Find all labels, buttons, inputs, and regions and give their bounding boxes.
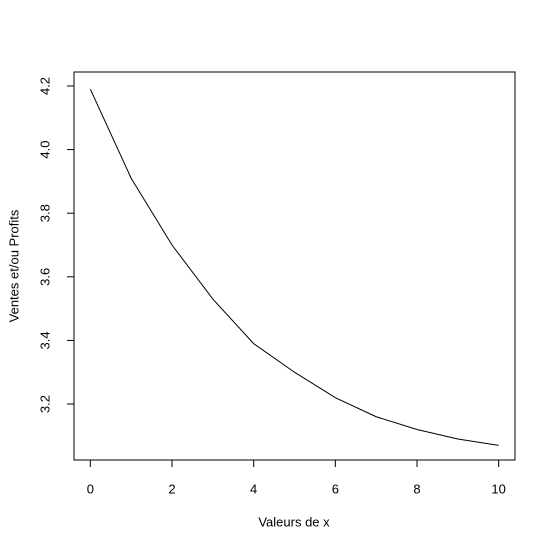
x-tick-label: 10	[491, 481, 505, 496]
x-tick-label: 0	[87, 481, 94, 496]
y-tick-label: 4.0	[37, 141, 52, 159]
x-tick-label: 8	[413, 481, 420, 496]
x-axis-label: Valeurs de x	[258, 514, 330, 529]
y-tick-label: 3.6	[37, 268, 52, 286]
x-tick-label: 6	[332, 481, 339, 496]
y-axis-label: Ventes et/ou Profits	[6, 209, 21, 322]
y-tick-label: 3.4	[37, 331, 52, 349]
y-tick-label: 4.2	[37, 77, 52, 95]
plot-box	[73, 71, 516, 461]
x-tick-label: 2	[168, 481, 175, 496]
line-series	[89, 88, 499, 446]
y-tick-label: 3.2	[37, 395, 52, 413]
y-tick-label: 3.8	[37, 204, 52, 222]
x-tick-label: 4	[250, 481, 257, 496]
